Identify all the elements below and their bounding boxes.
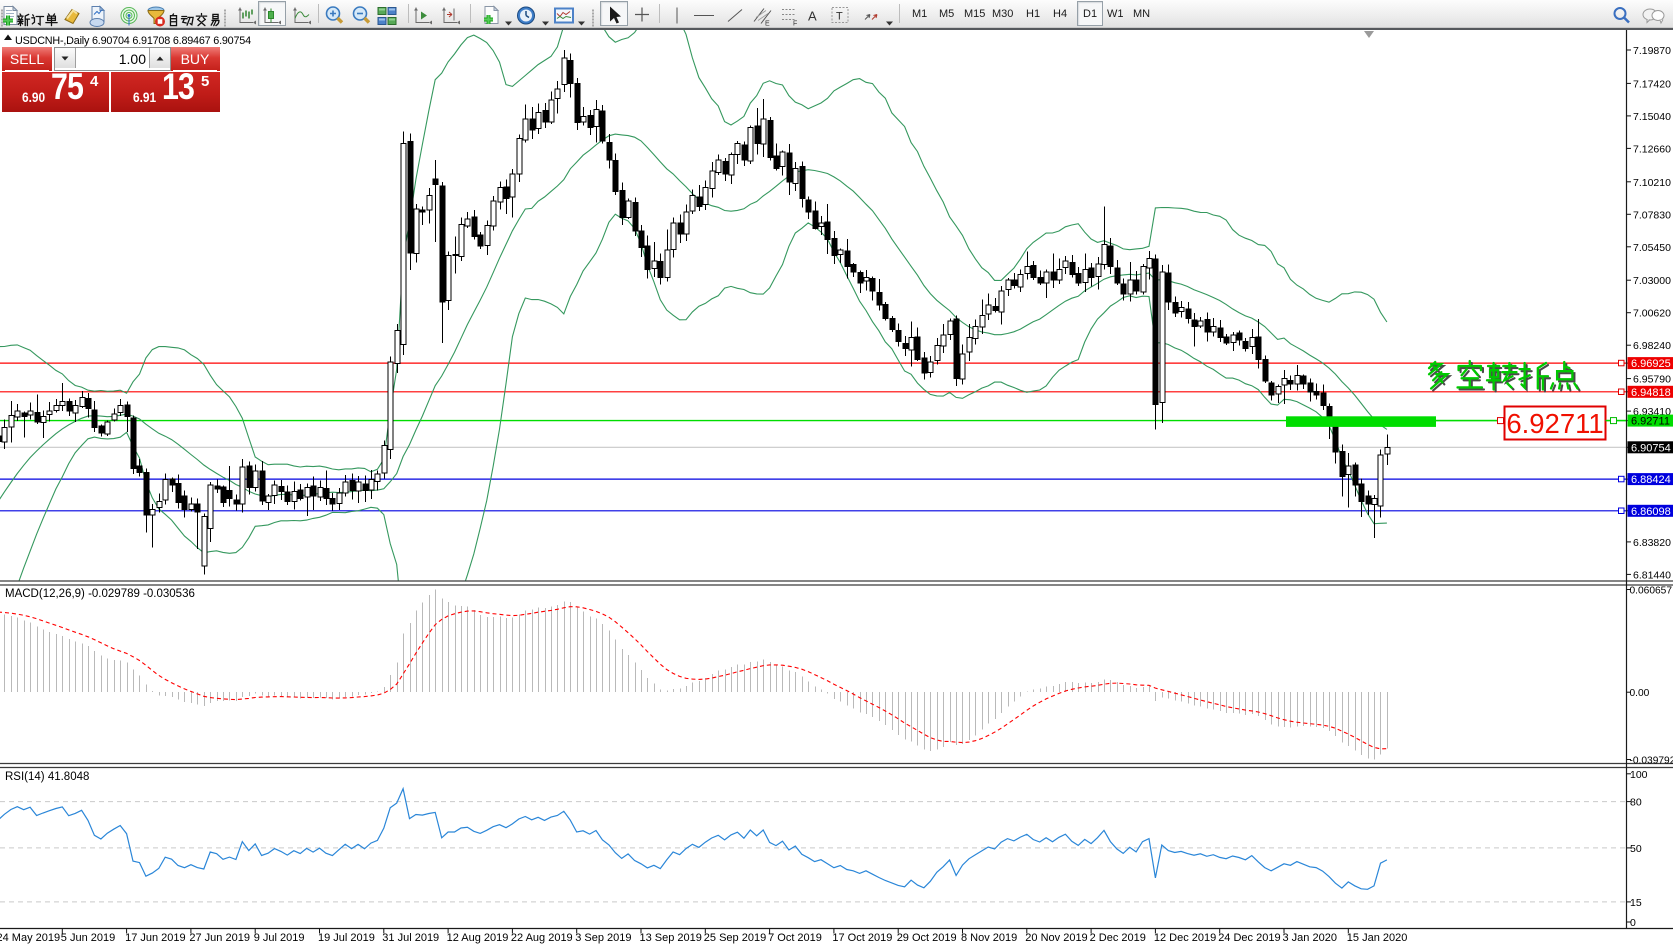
svg-text:6.92711: 6.92711 bbox=[1631, 416, 1670, 428]
svg-text:6.95790: 6.95790 bbox=[1633, 374, 1671, 386]
svg-text:12 Aug 2019: 12 Aug 2019 bbox=[447, 932, 509, 944]
svg-text:7.05450: 7.05450 bbox=[1633, 242, 1671, 254]
svg-text:15 Jan 2020: 15 Jan 2020 bbox=[1347, 932, 1408, 944]
svg-text:-0.039792: -0.039792 bbox=[1630, 756, 1673, 767]
svg-text:27 Jun 2019: 27 Jun 2019 bbox=[189, 932, 250, 944]
svg-text:25 Sep 2019: 25 Sep 2019 bbox=[704, 932, 766, 944]
svg-text:F: F bbox=[793, 21, 797, 28]
svg-text:RSI(14) 41.8048: RSI(14) 41.8048 bbox=[5, 771, 89, 783]
svg-text:6.98240: 6.98240 bbox=[1633, 340, 1671, 352]
svg-text:15: 15 bbox=[1630, 897, 1642, 909]
svg-text:19 Jul 2019: 19 Jul 2019 bbox=[318, 932, 375, 944]
svg-text:31 Jul 2019: 31 Jul 2019 bbox=[382, 932, 439, 944]
svg-text:7.19870: 7.19870 bbox=[1633, 45, 1671, 57]
svg-text:7.07830: 7.07830 bbox=[1633, 209, 1671, 221]
svg-text:7.03000: 7.03000 bbox=[1633, 275, 1671, 287]
svg-text:6.90754: 6.90754 bbox=[1631, 442, 1671, 454]
svg-text:17 Oct 2019: 17 Oct 2019 bbox=[832, 932, 892, 944]
svg-text:5 Jun 2019: 5 Jun 2019 bbox=[61, 932, 115, 944]
svg-text:13 Sep 2019: 13 Sep 2019 bbox=[640, 932, 702, 944]
svg-text:6.86098: 6.86098 bbox=[1631, 506, 1671, 518]
svg-text:7.17420: 7.17420 bbox=[1633, 78, 1671, 90]
svg-text:22 Aug 2019: 22 Aug 2019 bbox=[511, 932, 573, 944]
svg-text:3 Sep 2019: 3 Sep 2019 bbox=[575, 932, 631, 944]
svg-text:8 Nov 2019: 8 Nov 2019 bbox=[961, 932, 1017, 944]
svg-text:6.94818: 6.94818 bbox=[1631, 387, 1671, 399]
svg-text:24 Dec 2019: 24 Dec 2019 bbox=[1218, 932, 1280, 944]
svg-text:MACD(12,26,9) -0.029789 -0.030: MACD(12,26,9) -0.029789 -0.030536 bbox=[5, 588, 195, 600]
svg-text:7.10210: 7.10210 bbox=[1633, 177, 1671, 189]
svg-text:20 Nov 2019: 20 Nov 2019 bbox=[1025, 932, 1087, 944]
svg-text:6.96925: 6.96925 bbox=[1631, 358, 1671, 370]
svg-text:USDCNH-,Daily 6.90704 6.91708: USDCNH-,Daily 6.90704 6.91708 6.89467 6.… bbox=[15, 35, 251, 47]
svg-text:6.92711: 6.92711 bbox=[1506, 408, 1603, 439]
svg-text:A: A bbox=[808, 9, 817, 24]
svg-text:12 Dec 2019: 12 Dec 2019 bbox=[1154, 932, 1216, 944]
svg-text:50: 50 bbox=[1630, 843, 1642, 855]
svg-text:6.83820: 6.83820 bbox=[1633, 537, 1671, 549]
svg-text:7.15040: 7.15040 bbox=[1633, 111, 1671, 123]
svg-text:7.00620: 7.00620 bbox=[1633, 308, 1671, 320]
svg-text:0.00: 0.00 bbox=[1630, 688, 1650, 699]
svg-text:24 May 2019: 24 May 2019 bbox=[0, 932, 60, 944]
svg-text:29 Oct 2019: 29 Oct 2019 bbox=[897, 932, 957, 944]
svg-text:17 Jun 2019: 17 Jun 2019 bbox=[125, 932, 186, 944]
svg-text:E: E bbox=[765, 21, 770, 28]
svg-text:7.12660: 7.12660 bbox=[1633, 143, 1671, 155]
svg-text:9 Jul 2019: 9 Jul 2019 bbox=[254, 932, 305, 944]
svg-text:100: 100 bbox=[1630, 769, 1648, 781]
svg-text:6.88424: 6.88424 bbox=[1631, 474, 1671, 486]
svg-text:0.060657: 0.060657 bbox=[1630, 586, 1673, 597]
svg-text:3 Jan 2020: 3 Jan 2020 bbox=[1283, 932, 1337, 944]
svg-text:2 Dec 2019: 2 Dec 2019 bbox=[1090, 932, 1146, 944]
svg-text:6.81440: 6.81440 bbox=[1633, 569, 1671, 581]
svg-text:T: T bbox=[836, 11, 843, 23]
svg-text:80: 80 bbox=[1630, 797, 1642, 809]
svg-text:7 Oct 2019: 7 Oct 2019 bbox=[768, 932, 822, 944]
svg-text:0: 0 bbox=[1630, 917, 1636, 929]
